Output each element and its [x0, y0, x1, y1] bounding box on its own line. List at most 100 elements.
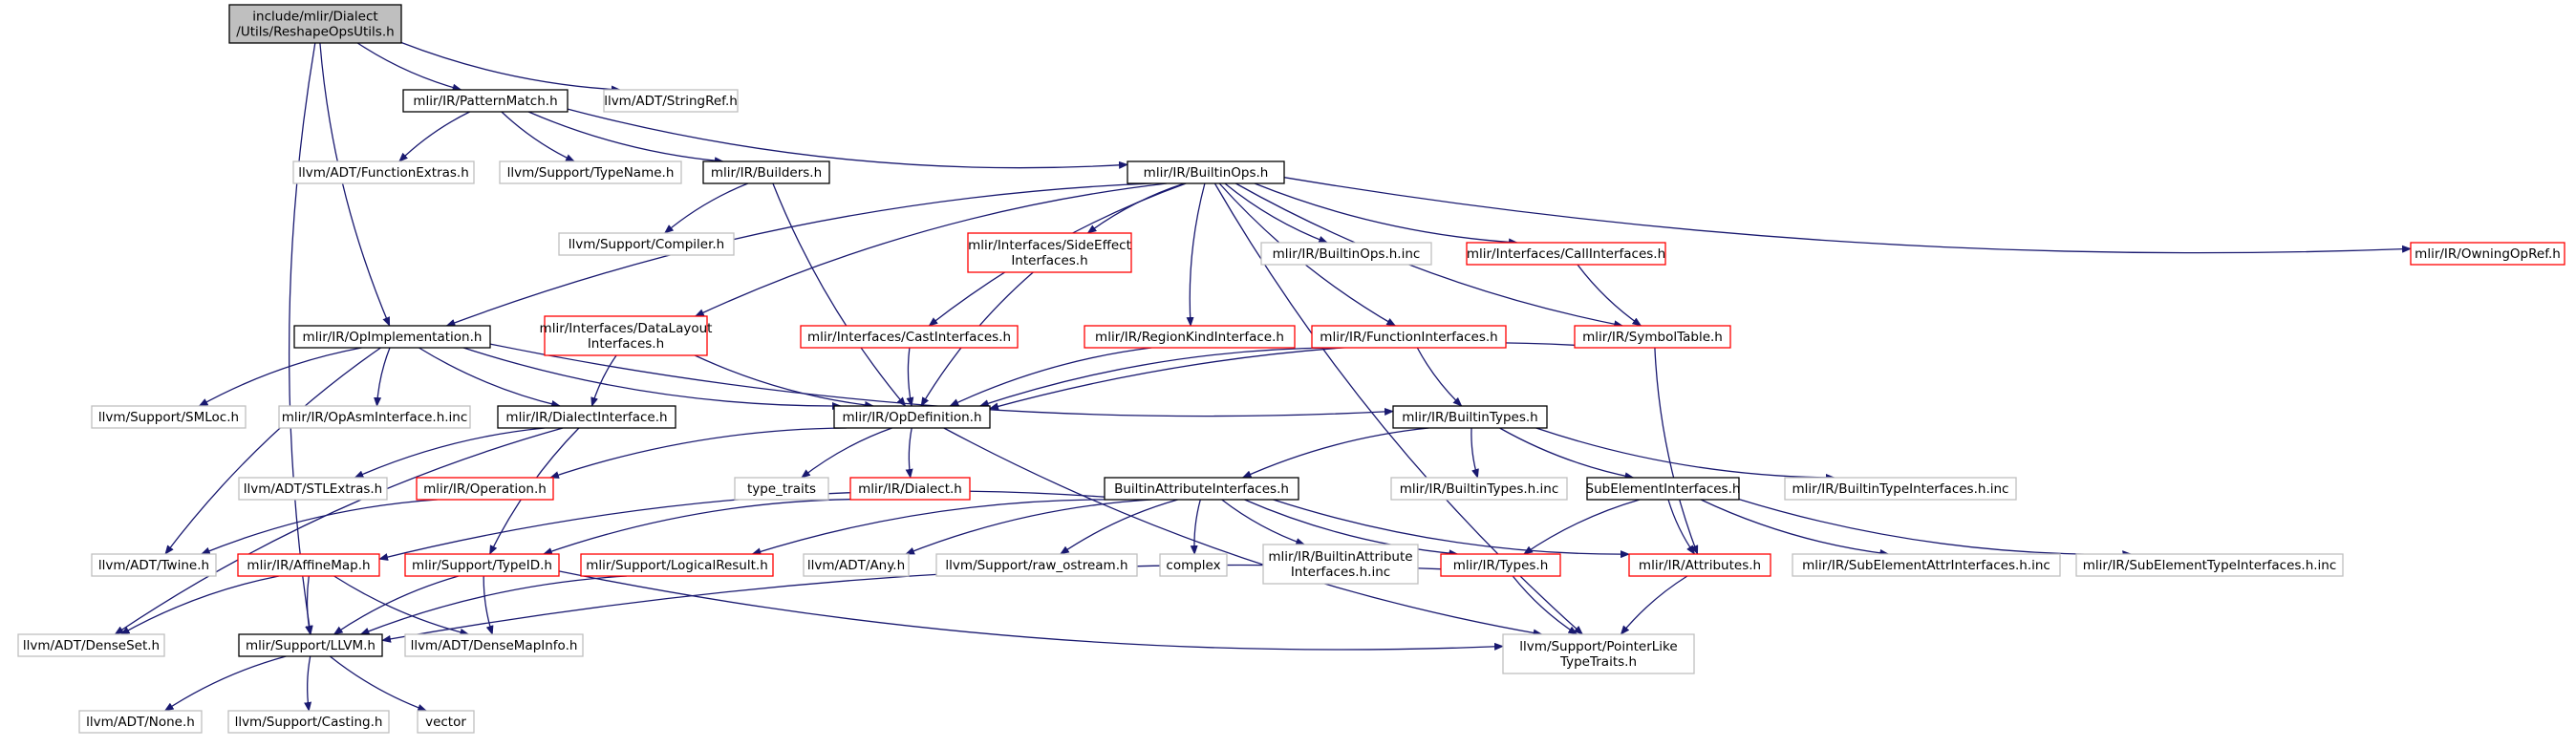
node-opdefinition[interactable]: mlir/IR/OpDefinition.h: [833, 405, 991, 429]
node-box-typeid: [404, 553, 560, 577]
edge-regionkind-to-opdefinition: [949, 347, 1152, 407]
node-none[interactable]: llvm/ADT/None.h: [78, 710, 203, 734]
node-operation[interactable]: mlir/IR/Operation.h: [416, 477, 554, 501]
node-box-builtintypesinc: [1390, 477, 1568, 501]
node-compiler[interactable]: llvm/Support/Compiler.h: [558, 232, 735, 256]
edge-builtintypes-to-subelementinterfaces: [1499, 427, 1635, 481]
edge-builtinops-to-regionkind: [1186, 182, 1206, 327]
node-densemapinfo[interactable]: llvm/ADT/DenseMapInfo.h: [404, 633, 584, 657]
node-any[interactable]: llvm/ADT/Any.h: [803, 553, 910, 577]
node-stlextras[interactable]: llvm/ADT/STLExtras.h: [238, 477, 388, 501]
node-builtintypesinc[interactable]: mlir/IR/BuiltinTypes.h.inc: [1390, 477, 1568, 501]
node-builtinopsinc[interactable]: mlir/IR/BuiltinOps.h.inc: [1260, 242, 1432, 266]
edge-root-to-patternmatch: [356, 42, 462, 92]
node-functionextras[interactable]: llvm/ADT/FunctionExtras.h: [292, 160, 475, 184]
node-label-subelementattrinc-0: mlir/IR/SubElementAttrInterfaces.h.inc: [1802, 558, 2050, 573]
node-callinterfaces[interactable]: mlir/Interfaces/CallInterfaces.h: [1466, 242, 1666, 266]
node-subelementtypeinc[interactable]: mlir/IR/SubElementTypeInterfaces.h.inc: [2075, 553, 2344, 577]
node-castinterfaces[interactable]: mlir/Interfaces/CastInterfaces.h: [800, 325, 1019, 349]
node-label-any-0: llvm/ADT/Any.h: [807, 558, 905, 573]
node-box-functionextras: [292, 160, 475, 184]
node-opimplementation[interactable]: mlir/IR/OpImplementation.h: [293, 325, 491, 349]
node-patternmatch[interactable]: mlir/IR/PatternMatch.h: [402, 89, 569, 113]
node-box-builtinopsinc: [1260, 242, 1432, 266]
node-box-opimplementation: [293, 325, 491, 349]
node-box-operation: [416, 477, 554, 501]
edge-builtinops-to-callinterfaces: [1254, 182, 1518, 246]
node-types[interactable]: mlir/IR/Types.h: [1440, 553, 1561, 577]
edge-affinemap-to-denseset: [119, 575, 280, 635]
node-builders[interactable]: mlir/IR/Builders.h: [702, 160, 830, 184]
node-affinemap[interactable]: mlir/IR/AffineMap.h: [237, 553, 380, 577]
node-box-any: [803, 553, 910, 577]
edge-castinterfaces-to-opdefinition: [906, 347, 914, 407]
node-label-functionextras-0: llvm/ADT/FunctionExtras.h: [298, 165, 469, 181]
node-twine[interactable]: llvm/ADT/Twine.h: [91, 553, 217, 577]
node-typeid[interactable]: mlir/Support/TypeID.h: [404, 553, 560, 577]
node-builtinattrinc[interactable]: mlir/IR/BuiltinAttributeInterfaces.h.inc: [1262, 544, 1419, 585]
node-builtintypeinterfacesinc[interactable]: mlir/IR/BuiltinTypeInterfaces.h.inc: [1784, 477, 2017, 501]
node-builtinops[interactable]: mlir/IR/BuiltinOps.h: [1127, 160, 1285, 184]
node-label-densemapinfo-0: llvm/ADT/DenseMapInfo.h: [411, 638, 578, 653]
node-label-opdefinition-0: mlir/IR/OpDefinition.h: [842, 410, 981, 425]
edge-builtintypes-to-builtintypeinterfacesinc: [1535, 427, 1835, 481]
edge-patternmatch-to-typename: [501, 111, 576, 162]
node-subelementattrinc[interactable]: mlir/IR/SubElementAttrInterfaces.h.inc: [1792, 553, 2061, 577]
edge-builtinops-to-symboltable: [1234, 182, 1624, 329]
nodes: include/mlir/Dialect/Utils/ReshapeOpsUti…: [17, 4, 2565, 734]
node-box-owningopref: [2410, 242, 2565, 266]
node-vector[interactable]: vector: [417, 710, 475, 734]
edge-root-to-stringref: [400, 41, 621, 94]
node-attributes[interactable]: mlir/IR/Attributes.h: [1628, 553, 1771, 577]
node-box-twine: [91, 553, 217, 577]
node-opasminc[interactable]: mlir/IR/OpAsmInterface.h.inc: [278, 405, 471, 429]
node-label-subelementinterfaces-0: SubElementInterfaces.h: [1586, 481, 1741, 497]
node-denseset[interactable]: llvm/ADT/DenseSet.h: [17, 633, 165, 657]
node-complex[interactable]: complex: [1159, 553, 1228, 577]
node-label-patternmatch-0: mlir/IR/PatternMatch.h: [413, 94, 557, 109]
node-logicalresult[interactable]: mlir/Support/LogicalResult.h: [580, 553, 774, 577]
node-box-datalayout: [544, 315, 708, 356]
edge-opimplementation-to-dialectinterface: [419, 347, 562, 408]
node-box-pointerlike: [1502, 633, 1695, 674]
node-llvmh[interactable]: mlir/Support/LLVM.h: [238, 633, 383, 657]
node-label-subelementtypeinc-0: mlir/IR/SubElementTypeInterfaces.h.inc: [2083, 558, 2337, 573]
node-root[interactable]: include/mlir/Dialect/Utils/ReshapeOpsUti…: [228, 4, 402, 44]
node-functioninterfaces[interactable]: mlir/IR/FunctionInterfaces.h: [1311, 325, 1507, 349]
node-rawostream[interactable]: llvm/Support/raw_ostream.h: [935, 553, 1138, 577]
node-builtintypes[interactable]: mlir/IR/BuiltinTypes.h: [1392, 405, 1548, 429]
edge-logicalresult-to-llvmh: [359, 575, 628, 635]
node-box-typetraits: [734, 477, 829, 501]
node-stringref[interactable]: llvm/ADT/StringRef.h: [603, 89, 739, 113]
node-label-builtintypeinterfacesinc-0: mlir/IR/BuiltinTypeInterfaces.h.inc: [1792, 481, 2009, 497]
node-dialectinterface[interactable]: mlir/IR/DialectInterface.h: [497, 405, 676, 429]
node-dialect[interactable]: mlir/IR/Dialect.h: [849, 477, 971, 501]
node-casting[interactable]: llvm/Support/Casting.h: [227, 710, 390, 734]
node-label-none-0: llvm/ADT/None.h: [86, 715, 195, 730]
node-typetraits[interactable]: type_traits: [734, 477, 829, 501]
node-box-builtintypeinterfacesinc: [1784, 477, 2017, 501]
node-symboltable[interactable]: mlir/IR/SymbolTable.h: [1574, 325, 1731, 349]
node-box-none: [78, 710, 203, 734]
node-subelementinterfaces[interactable]: SubElementInterfaces.h: [1586, 477, 1741, 501]
node-typename[interactable]: llvm/Support/TypeName.h: [499, 160, 682, 184]
node-box-stringref: [603, 89, 739, 113]
edge-functioninterfaces-to-builtintypes: [1416, 347, 1463, 407]
node-box-functioninterfaces: [1311, 325, 1507, 349]
edge-builtinattrinterfaces-to-complex: [1190, 499, 1201, 555]
node-label-builtintypes-0: mlir/IR/BuiltinTypes.h: [1402, 410, 1537, 425]
node-regionkind[interactable]: mlir/IR/RegionKindInterface.h: [1084, 325, 1296, 349]
node-label-callinterfaces-0: mlir/Interfaces/CallInterfaces.h: [1467, 246, 1665, 262]
node-box-logicalresult: [580, 553, 774, 577]
edge-callinterfaces-to-symboltable: [1577, 264, 1642, 327]
edge-root-to-opimplementation: [319, 42, 391, 327]
node-owningopref[interactable]: mlir/IR/OwningOpRef.h: [2410, 242, 2565, 266]
node-box-stlextras: [238, 477, 388, 501]
node-smloc[interactable]: llvm/Support/SMLoc.h: [91, 405, 247, 429]
node-builtinattrinterfaces[interactable]: BuiltinAttributeInterfaces.h: [1104, 477, 1299, 501]
node-box-smloc: [91, 405, 247, 429]
node-box-opasminc: [278, 405, 471, 429]
